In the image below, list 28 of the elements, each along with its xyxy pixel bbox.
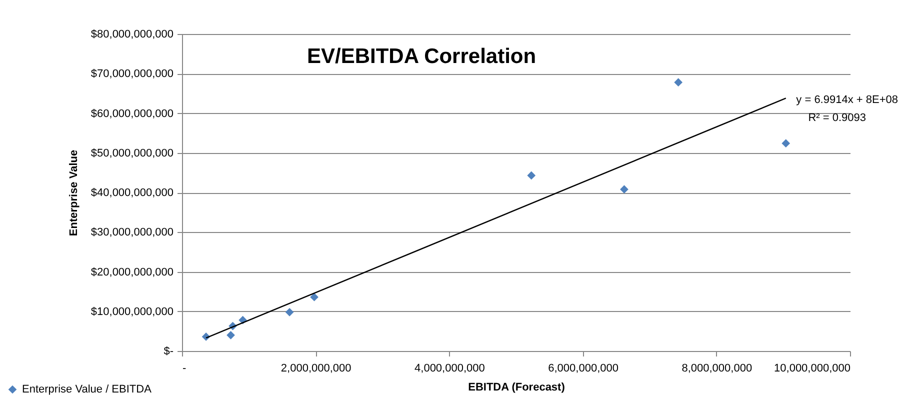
annotation: y = 6.9914x + 8E+08 bbox=[796, 94, 898, 106]
y-tick-label: $30,000,000,000 bbox=[90, 226, 174, 239]
x-tick-label: - bbox=[182, 362, 186, 374]
x-tick-label: 2,000,000,000 bbox=[280, 362, 352, 374]
y-tick-label: $40,000,000,000 bbox=[90, 187, 174, 199]
point bbox=[226, 330, 235, 340]
y-tick-label: $70,000,000,000 bbox=[90, 68, 174, 80]
y-tick-label: $50,000,000,000 bbox=[90, 147, 174, 160]
point bbox=[782, 139, 790, 148]
x-tick-label: 4,000,000,000 bbox=[414, 362, 485, 374]
x-tick-label: 6,000,000,000 bbox=[548, 362, 618, 374]
y-tick-label: $10,000,000,000 bbox=[90, 306, 174, 318]
x-axis-title: EBITDA (Forecast) bbox=[468, 382, 566, 394]
y-axis-title: Enterprise Value bbox=[68, 150, 80, 236]
point bbox=[310, 292, 318, 302]
y-tick-label: $- bbox=[164, 346, 174, 358]
point bbox=[527, 171, 536, 180]
point bbox=[620, 185, 628, 194]
point bbox=[285, 308, 294, 316]
y-tick-label: $20,000,000,000 bbox=[90, 266, 174, 278]
y-tick-label: $60,000,000,000 bbox=[90, 108, 174, 120]
point bbox=[674, 78, 683, 87]
text: EV/EBITDA Correlation bbox=[307, 45, 536, 68]
x-tick-label: 10,000,000,000 bbox=[774, 362, 850, 374]
legend-label: Enterprise Value / EBITDA bbox=[22, 384, 152, 396]
annotation: R² = 0.9093 bbox=[808, 112, 866, 124]
x-tick-label: 8,000,000,000 bbox=[682, 362, 752, 374]
y-tick-label: $80,000,000,000 bbox=[90, 28, 174, 40]
